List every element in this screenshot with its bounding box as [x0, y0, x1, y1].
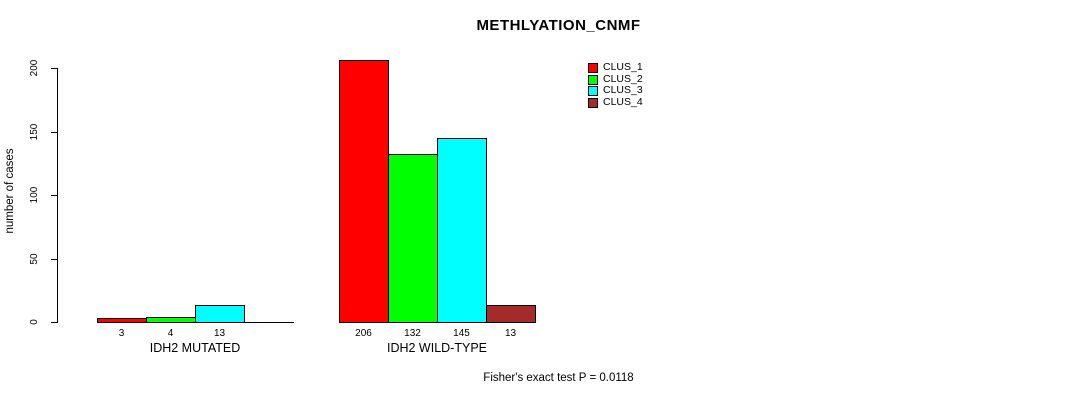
y-axis-tick [51, 322, 57, 323]
y-axis-tick [51, 68, 57, 69]
legend-swatch-clus_1 [588, 63, 598, 73]
bar-value-label: 132 [404, 328, 421, 339]
footnote-fishers-test: Fisher's exact test P = 0.0118 [483, 372, 634, 384]
legend-label-clus_1: CLUS_1 [603, 61, 643, 73]
legend-label-clus_3: CLUS_3 [603, 84, 643, 97]
bar-value-label: 13 [504, 328, 517, 339]
bar-value-label: 3 [118, 328, 125, 339]
legend-label-clus_4: CLUS_4 [603, 96, 643, 109]
y-tick-label: 100 [28, 186, 40, 204]
bar-clus_3-idh2-mutated [195, 305, 245, 323]
group-label: IDH2 WILD-TYPE [386, 341, 487, 355]
y-tick-label: 150 [28, 123, 40, 140]
bar-value-label: 13 [213, 328, 226, 339]
legend-label-clus_2: CLUS_2 [603, 72, 643, 85]
y-tick-label: 200 [28, 59, 40, 77]
y-axis-tick [51, 258, 57, 260]
bar-value-label: 145 [453, 328, 470, 339]
y-axis-line [57, 68, 58, 323]
y-tick-label: 0 [28, 319, 40, 325]
legend-swatch-clus_3 [588, 86, 598, 97]
y-axis-label: number of cases [4, 148, 16, 234]
bar-clus_4-idh2-wild-type [486, 305, 536, 323]
bar-clus_3-idh2-wild-type [437, 138, 487, 323]
bar-clus_1-idh2-mutated [97, 318, 147, 323]
legend-swatch-clus_2 [588, 74, 598, 85]
bar-clus_1-idh2-wild-type [339, 60, 389, 323]
bar-clus_2-idh2-mutated [146, 317, 196, 323]
y-tick-label: 50 [28, 252, 40, 265]
chart-title: METHLYATION_CNMF [476, 17, 641, 34]
group-label: IDH2 MUTATED [149, 341, 241, 355]
y-axis-tick [51, 131, 57, 133]
legend-swatch-clus_4 [588, 98, 598, 109]
y-axis-tick [51, 195, 57, 196]
bar-value-label: 206 [355, 328, 372, 339]
bar-clus_2-idh2-wild-type [388, 154, 438, 323]
bar-value-label: 4 [167, 328, 174, 339]
